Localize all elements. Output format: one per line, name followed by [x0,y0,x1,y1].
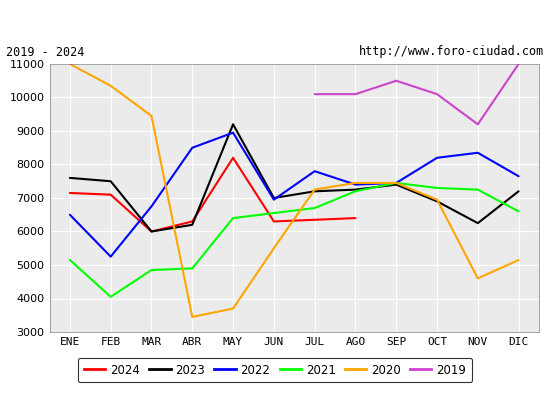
Legend: 2024, 2023, 2022, 2021, 2020, 2019: 2024, 2023, 2022, 2021, 2020, 2019 [78,358,472,382]
Text: Evolucion Nº Turistas Nacionales en el municipio de Almansa: Evolucion Nº Turistas Nacionales en el m… [14,14,536,28]
Text: 2019 - 2024: 2019 - 2024 [6,46,84,58]
Text: http://www.foro-ciudad.com: http://www.foro-ciudad.com [359,46,544,58]
